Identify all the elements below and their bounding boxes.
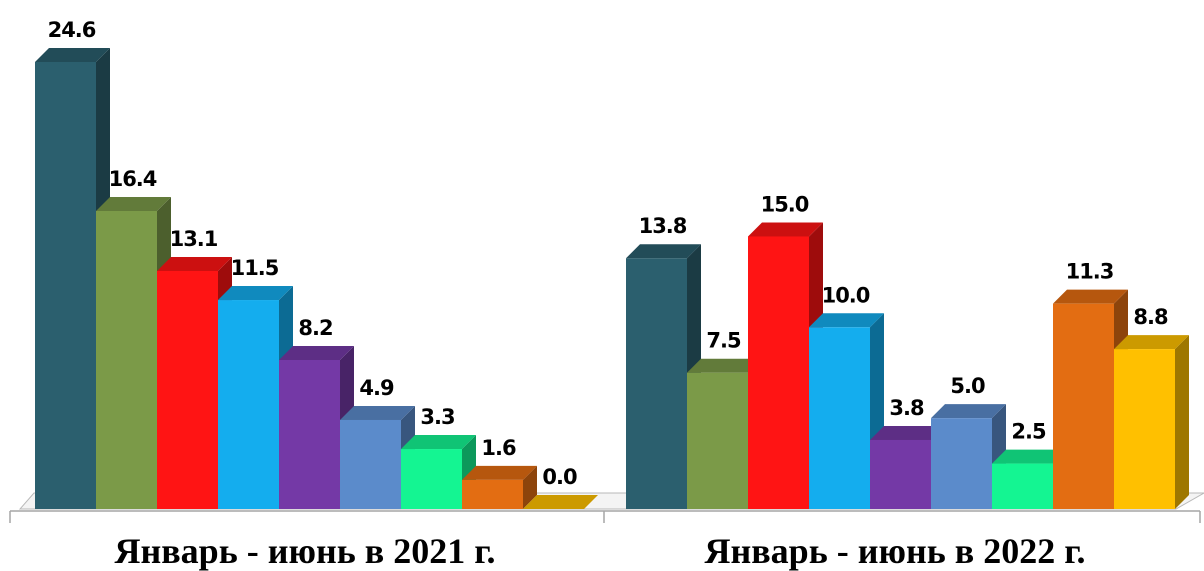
value-labels-layer: 24.6 16.4 13.1 11.5 8.2 4.9 3.3 1.6 0.0 13.8 7.5 15… (48, 18, 1169, 489)
bar-front (992, 463, 1053, 509)
bar-top (931, 404, 1006, 419)
value-label: 3.8 (889, 396, 924, 420)
bar (462, 465, 537, 509)
bar-top (279, 346, 354, 360)
value-label: 24.6 (48, 18, 96, 42)
bar-front (809, 327, 870, 509)
bar-top (992, 449, 1067, 464)
value-label: 7.5 (706, 329, 741, 353)
bar-top (809, 313, 884, 328)
value-label: 1.6 (481, 436, 516, 460)
bar-front (218, 300, 279, 509)
value-label: 3.3 (420, 405, 454, 429)
bar-front (340, 419, 401, 509)
bar-front (35, 62, 96, 509)
category-axis (9, 510, 1201, 523)
value-label: 10.0 (822, 283, 870, 307)
bar-top (687, 358, 762, 373)
value-label: 11.3 (1066, 260, 1114, 284)
value-label: 13.8 (639, 214, 687, 238)
bar (401, 435, 476, 509)
bar-front (687, 372, 748, 509)
category-label-2021: Январь - июнь в 2021 г. (115, 531, 496, 571)
bar-side (1175, 335, 1189, 509)
value-label: 0.0 (542, 465, 577, 489)
value-label: 8.2 (298, 316, 332, 340)
value-label: 8.8 (1133, 305, 1168, 329)
bar-top (96, 197, 171, 211)
value-label: 13.1 (170, 227, 218, 251)
bar-front (462, 479, 523, 509)
bar (809, 313, 884, 509)
bar-front (626, 258, 687, 509)
bar-top (1053, 289, 1128, 304)
value-label: 15.0 (761, 192, 809, 216)
bar-front (1053, 303, 1114, 509)
bar-front (1114, 349, 1175, 509)
bar-front (279, 360, 340, 509)
bar-top (626, 244, 701, 259)
category-label-2022: Январь - июнь в 2022 г. (705, 531, 1086, 571)
value-label: 4.9 (359, 376, 394, 400)
value-label: 11.5 (231, 256, 279, 280)
bar (340, 405, 415, 509)
value-label: 16.4 (109, 167, 157, 191)
value-label: 5.0 (950, 374, 985, 398)
bar-front (748, 236, 809, 509)
bar-top (340, 405, 415, 420)
bar-top (35, 48, 110, 62)
bar-top (401, 435, 476, 450)
bar (523, 495, 598, 509)
bar-top (157, 256, 232, 271)
bar-front (157, 270, 218, 509)
bar-front (401, 449, 462, 509)
bar-top (1114, 335, 1189, 350)
bar (748, 222, 823, 509)
bar-top (218, 286, 293, 301)
bar-front (96, 211, 157, 509)
bar-front (870, 439, 931, 509)
bar-side (523, 465, 537, 509)
bar (1114, 335, 1189, 509)
bar-top (748, 222, 823, 237)
bar-front (931, 418, 992, 509)
bar-top (870, 425, 945, 440)
value-label: 2.5 (1011, 420, 1046, 444)
bar-top (523, 495, 598, 509)
bar-top (462, 465, 537, 480)
bars-layer (35, 48, 1189, 509)
